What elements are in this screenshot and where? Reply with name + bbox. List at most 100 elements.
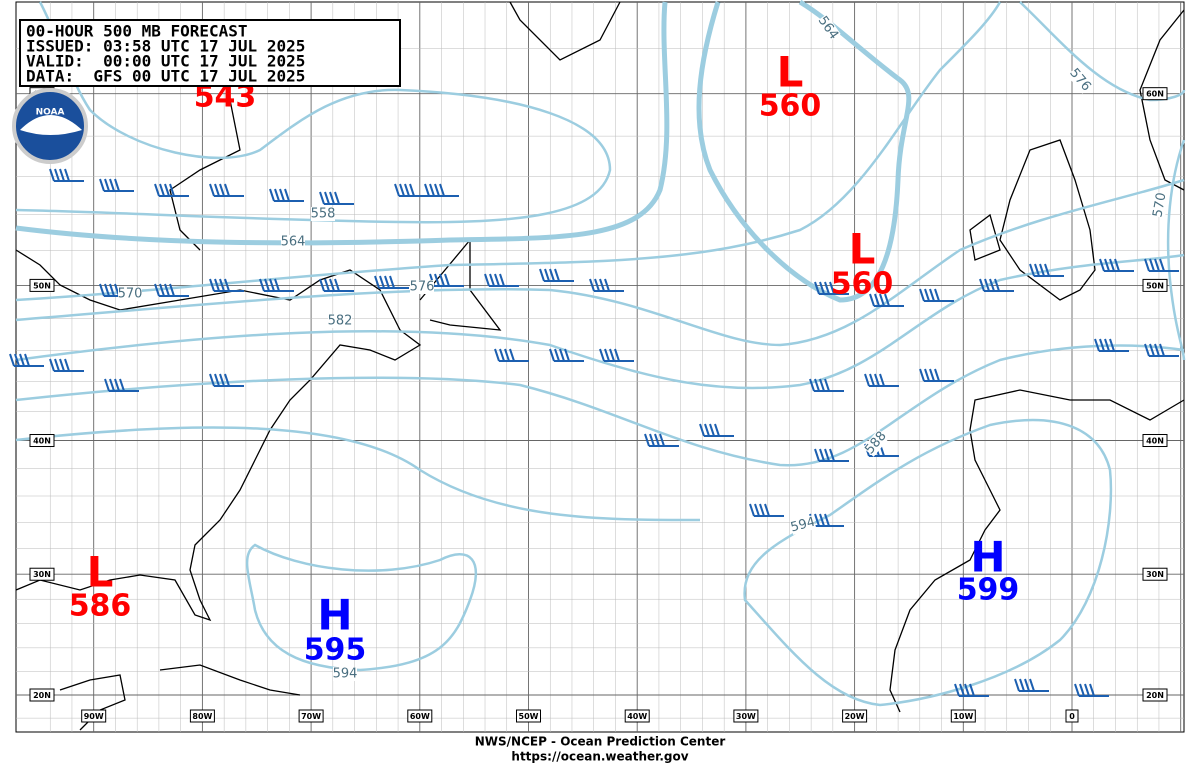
wind-barb-feather bbox=[439, 183, 445, 197]
lat-label-box bbox=[1142, 567, 1168, 581]
wind-barb-feather bbox=[824, 513, 830, 527]
pressure-center-letter: H bbox=[317, 591, 352, 640]
pressure-center-letter: L bbox=[849, 225, 876, 274]
wind-barb-feather bbox=[934, 288, 940, 302]
contour bbox=[15, 253, 1185, 390]
contour-label-bg bbox=[789, 515, 817, 535]
lon-label: 70W bbox=[301, 712, 321, 721]
contour-label: 594 bbox=[333, 667, 358, 682]
contour-label-bg bbox=[118, 287, 142, 301]
wind-barb-feather bbox=[274, 188, 280, 202]
wind-barb-feather bbox=[1034, 263, 1040, 277]
wind-barb-feather bbox=[1159, 258, 1165, 272]
wind-barb-feather bbox=[329, 191, 335, 205]
wind-barb-feather bbox=[1084, 683, 1090, 697]
wind-barb-feather bbox=[1159, 343, 1165, 357]
wind-barb-feather bbox=[764, 503, 770, 517]
pressure-center-value: 560 bbox=[759, 89, 822, 124]
wind-barb-feather bbox=[1094, 338, 1100, 352]
wind-barb-feather bbox=[614, 348, 620, 362]
wind-barb-feather bbox=[224, 278, 230, 292]
wind-barb-feather bbox=[1024, 678, 1030, 692]
wind-barb-feather bbox=[709, 423, 715, 437]
wind-barb-feather bbox=[209, 278, 215, 292]
lon-label: 40W bbox=[627, 712, 647, 721]
wind-barb-feather bbox=[404, 183, 410, 197]
pressure-center-value: 586 bbox=[69, 589, 132, 624]
wind-barb-feather bbox=[154, 283, 160, 297]
wind-barb-feather bbox=[549, 348, 555, 362]
lon-label-box bbox=[189, 709, 215, 723]
wind-barb-feather bbox=[154, 183, 160, 197]
pressure-center-value: 599 bbox=[957, 573, 1020, 608]
wind-barb-feather bbox=[24, 353, 30, 367]
contours bbox=[15, 0, 1186, 707]
wind-barb-feather bbox=[99, 283, 105, 297]
wind-barb-feather bbox=[929, 288, 935, 302]
contour-label-bg bbox=[328, 314, 352, 328]
wind-barb-feather bbox=[49, 168, 55, 182]
contour bbox=[1166, 139, 1186, 361]
contour-label: 564 bbox=[281, 235, 306, 250]
wind-barb-feather bbox=[979, 278, 985, 292]
wind-barb-feather bbox=[819, 281, 825, 295]
lon-label: 10W bbox=[953, 712, 973, 721]
wind-barb-feather bbox=[499, 273, 505, 287]
wind-barb-feather bbox=[1109, 338, 1115, 352]
contour-label: 558 bbox=[311, 207, 336, 222]
wind-barb-feather bbox=[264, 278, 270, 292]
wind-barb-feather bbox=[219, 278, 225, 292]
wind-barb-feather bbox=[389, 275, 395, 289]
wind-barb-feather bbox=[819, 448, 825, 462]
wind-barb-feather bbox=[919, 368, 925, 382]
contour bbox=[15, 178, 1185, 347]
wind-barb-feather bbox=[809, 378, 815, 392]
coast bbox=[1139, 9, 1185, 191]
wind-barb-feather bbox=[824, 448, 830, 462]
header-line: VALID: 00:00 UTC 17 JUL 2025 bbox=[26, 52, 305, 71]
wind-barb-feather bbox=[329, 278, 335, 292]
coast bbox=[159, 664, 301, 696]
wind-barb-feather bbox=[704, 423, 710, 437]
wind-barb-feather bbox=[219, 373, 225, 387]
lat-label-box bbox=[29, 278, 55, 292]
wind-barb-feather bbox=[714, 423, 720, 437]
wind-barb-feather bbox=[1019, 678, 1025, 692]
graticule bbox=[16, 2, 1184, 732]
lat-label-box bbox=[29, 434, 55, 448]
wind-barb-feather bbox=[334, 191, 340, 205]
wind-barb-feather bbox=[214, 373, 220, 387]
pressure-center-value: 595 bbox=[304, 633, 367, 668]
wind-barb-feather bbox=[814, 513, 820, 527]
pressure-center-letter: L bbox=[87, 548, 114, 597]
wind-barb-feather bbox=[434, 273, 440, 287]
wind-barb-feather bbox=[224, 183, 230, 197]
wind-barb-feather bbox=[554, 268, 560, 282]
wind-barb-feather bbox=[599, 278, 605, 292]
wind-barb-feather bbox=[814, 281, 820, 295]
wind-barb-feather bbox=[214, 278, 220, 292]
wind-barb-feather bbox=[1089, 683, 1095, 697]
wind-barb-feather bbox=[879, 373, 885, 387]
map-frame bbox=[15, 1, 1185, 733]
coast bbox=[889, 389, 1185, 713]
wind-barb-feather bbox=[609, 348, 615, 362]
lon-label-box bbox=[733, 709, 759, 723]
wind-barb-feather bbox=[924, 288, 930, 302]
lon-label: 20W bbox=[845, 712, 865, 721]
lat-label-box bbox=[1142, 87, 1168, 101]
lat-label: 50N bbox=[33, 281, 51, 290]
wind-barb-feather bbox=[879, 293, 885, 307]
lat-label: 40N bbox=[1146, 437, 1164, 446]
wind-barb-feather bbox=[209, 183, 215, 197]
wind-barb-feather bbox=[429, 183, 435, 197]
header-line: DATA: GFS 00 UTC 17 JUL 2025 bbox=[26, 67, 305, 86]
wind-barb-feather bbox=[379, 275, 385, 289]
lat-label: 60N bbox=[1146, 90, 1164, 99]
wind-barb-feather bbox=[1104, 338, 1110, 352]
wind-barb-feather bbox=[99, 178, 105, 192]
wind-barb-feather bbox=[114, 178, 120, 192]
wind-barb-feather bbox=[1104, 258, 1110, 272]
wind-barb-feather bbox=[374, 275, 380, 289]
footer-line: NWS/NCEP - Ocean Prediction Center bbox=[475, 735, 726, 749]
